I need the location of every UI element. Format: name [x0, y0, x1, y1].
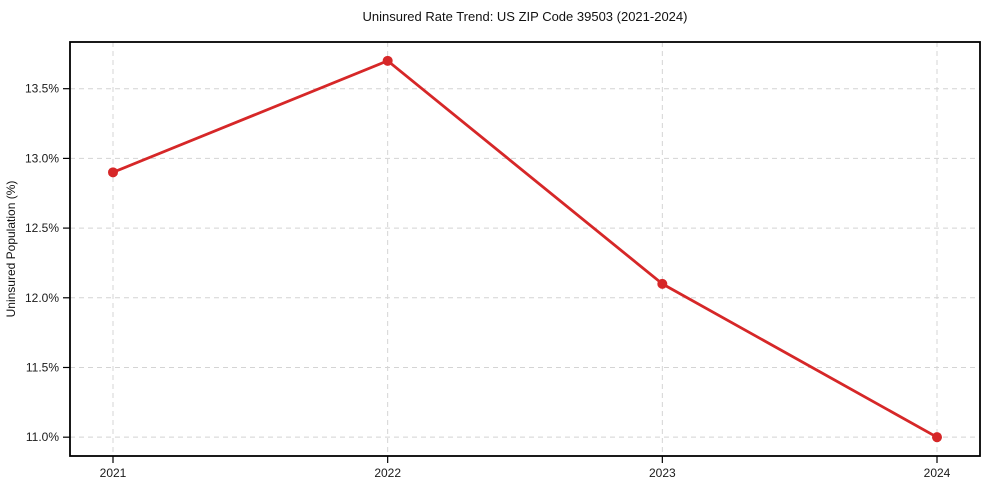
x-tick-label: 2023 [649, 466, 676, 480]
data-point-marker [932, 432, 942, 443]
data-point-marker [382, 55, 393, 66]
y-tick-label: 11.0% [26, 430, 59, 444]
x-tick-label: 2024 [924, 466, 951, 480]
y-tick-label: 13.0% [25, 151, 59, 165]
grid-layer [70, 42, 980, 456]
series-layer [108, 55, 942, 443]
y-axis-label: Uninsured Population (%) [4, 181, 18, 318]
data-point-marker [657, 278, 668, 289]
y-tick-label: 12.0% [25, 291, 59, 305]
y-tick-label: 11.5% [26, 360, 59, 374]
x-tick-label: 2022 [374, 466, 401, 480]
x-tick-label: 2021 [100, 466, 127, 480]
y-tick-label: 13.5% [25, 82, 59, 96]
y-tick-label: 12.5% [25, 221, 59, 235]
plot-border [69, 41, 981, 457]
trend-line [111, 59, 939, 439]
data-point-marker [108, 167, 118, 178]
axis-layer: 11.0% 11.5% 12.0% 12.5% 13.0% 13.5% 2021 2022 20… [25, 82, 951, 480]
chart-title: Uninsured Rate Trend: US ZIP Code 39503 … [363, 9, 688, 24]
